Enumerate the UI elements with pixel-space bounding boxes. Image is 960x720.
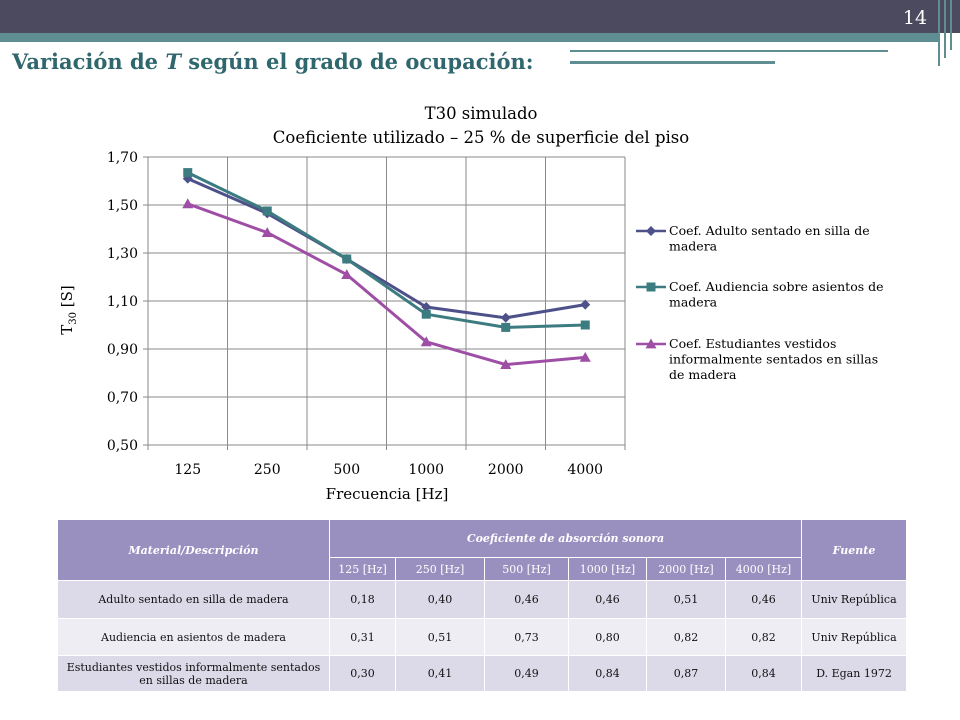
data-point: [341, 269, 353, 279]
y-axis-label: T30 [S]: [58, 285, 79, 335]
data-point: [261, 227, 273, 237]
y-tick-label: 1,30: [107, 246, 138, 262]
x-tick-label: 250: [254, 462, 281, 478]
legend-marker: [646, 226, 656, 236]
legend-label: Coef. Estudiantes vestidos informalmente …: [669, 336, 878, 382]
data-point: [421, 302, 432, 312]
y-axis-label-main: T: [58, 325, 76, 335]
cell-material: Estudiantes vestidos informalmente senta…: [57, 655, 330, 692]
header-freq: 125 [Hz]: [329, 557, 396, 581]
decorative-vertical-line: [944, 0, 946, 58]
cell-source: D. Egan 1972: [801, 655, 907, 692]
cell-material: Audiencia en asientos de madera: [57, 618, 330, 656]
y-axis-label-sub: 30: [68, 312, 79, 325]
cell-value: 0,31: [329, 618, 396, 656]
data-point: [500, 359, 512, 369]
cell-value: 0,46: [568, 580, 647, 619]
header-freq: 2000 [Hz]: [646, 557, 726, 581]
y-tick-label: 0,50: [107, 438, 138, 454]
y-tick-label: 0,90: [107, 342, 138, 358]
y-tick-label: 1,70: [107, 150, 138, 166]
header-freq: 1000 [Hz]: [568, 557, 647, 581]
slide-title-prefix: Variación de: [12, 49, 166, 74]
cell-value: 0,51: [646, 580, 726, 619]
table-row: Estudiantes vestidos informalmente senta…: [57, 655, 907, 692]
y-tick-label: 1,10: [107, 294, 138, 310]
data-point: [262, 206, 272, 216]
data-point: [183, 168, 193, 178]
cell-value: 0,30: [329, 655, 396, 692]
header-freq: 500 [Hz]: [484, 557, 569, 581]
chart-grid: [143, 156, 626, 450]
table-row: Audiencia en asientos de madera 0,31 0,5…: [57, 618, 907, 656]
decorative-line: [570, 61, 775, 64]
legend-marker: [646, 282, 656, 292]
y-tick-label: 0,70: [107, 390, 138, 406]
cell-value: 0,40: [395, 580, 485, 619]
t30-line-chart: T30 simulado Coeficiente utilizado – 25 …: [58, 104, 884, 503]
decorative-vertical-line: [950, 0, 952, 50]
data-point: [500, 312, 511, 323]
header-material: Material/Descripción: [57, 519, 330, 581]
slide-title-italic: T: [165, 49, 181, 74]
cell-value: 0,18: [329, 580, 396, 619]
cell-value: 0,84: [725, 655, 802, 692]
chart-legend: Coef. Adulto sentado en silla de madera Co…: [636, 223, 884, 382]
x-tick-label: 500: [333, 462, 360, 478]
cell-value: 0,80: [568, 618, 647, 656]
decorative-line: [570, 50, 888, 52]
slide-title-suffix: según el grado de ocupación:: [180, 49, 534, 74]
cell-value: 0,46: [725, 580, 802, 619]
cell-value: 0,41: [395, 655, 485, 692]
data-point: [580, 320, 590, 330]
slide-number: 14: [902, 7, 928, 29]
header-accent-band: [0, 33, 940, 42]
x-tick-label: 1000: [408, 462, 444, 478]
header-freq: 250 [Hz]: [395, 557, 485, 581]
x-tick-label: 2000: [488, 462, 524, 478]
chart-title: T30 simulado: [425, 104, 538, 123]
header-freq: 4000 [Hz]: [725, 557, 802, 581]
x-axis-label: Frecuencia [Hz]: [326, 485, 449, 503]
series-line: [187, 171, 586, 329]
data-point: [342, 254, 352, 264]
x-axis-ticks: 125 250 500 1000 2000 4000: [174, 462, 603, 478]
header-banner: [0, 0, 960, 33]
cell-source: Univ República: [801, 580, 907, 619]
data-point: [421, 309, 431, 319]
data-point: [420, 336, 432, 347]
decorative-vertical-line: [938, 0, 940, 66]
cell-value: 0,49: [484, 655, 569, 692]
cell-value: 0,73: [484, 618, 569, 656]
data-point: [580, 299, 591, 310]
header-source: Fuente: [801, 519, 907, 581]
cell-value: 0,84: [568, 655, 647, 692]
cell-value: 0,82: [646, 618, 726, 656]
chart-subtitle: Coeficiente utilizado – 25 % de superfic…: [273, 128, 689, 147]
header-coefficient: Coeficiente de absorción sonora: [329, 519, 802, 558]
x-tick-label: 4000: [567, 462, 603, 478]
series-line: [187, 177, 586, 320]
y-axis-label-unit: [S]: [58, 285, 76, 312]
x-tick-label: 125: [174, 462, 201, 478]
slide-title: Variación de T según el grado de ocupaci…: [12, 49, 534, 74]
data-point: [182, 198, 194, 209]
y-axis-ticks: 0,50 0,70 0,90 1,10 1,30 1,50 1,70: [107, 150, 138, 454]
data-point: [501, 322, 511, 332]
y-tick-label: 1,50: [107, 198, 138, 214]
cell-material: Adulto sentado en silla de madera: [57, 580, 330, 619]
cell-value: 0,46: [484, 580, 569, 619]
legend-label: Coef. Audiencia sobre asientos de madera: [669, 279, 884, 310]
legend-marker: [645, 338, 657, 349]
absorption-table: Material/Descripción Coeficiente de abso…: [57, 519, 907, 692]
cell-value: 0,51: [395, 618, 485, 656]
cell-source: Univ República: [801, 618, 907, 656]
legend-label: Coef. Adulto sentado en silla de madera: [669, 223, 870, 254]
cell-value: 0,82: [725, 618, 802, 656]
cell-value: 0,87: [646, 655, 726, 692]
chart-series: [182, 168, 591, 369]
data-point: [579, 351, 591, 362]
table-row: Adulto sentado en silla de madera 0,18 0…: [57, 580, 907, 619]
series-line: [187, 202, 586, 367]
